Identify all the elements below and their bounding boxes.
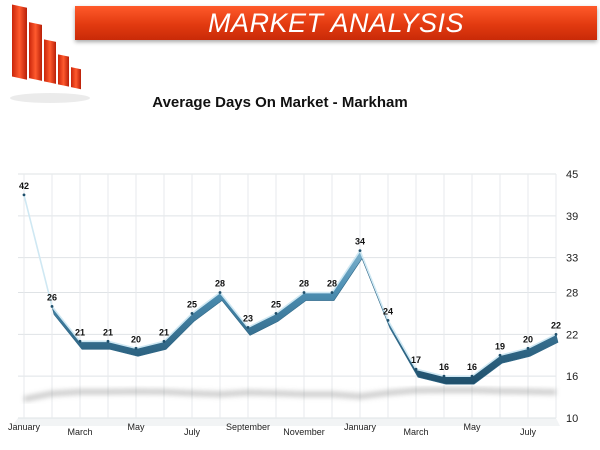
data-label: 21 xyxy=(159,327,169,337)
data-label: 20 xyxy=(131,334,141,344)
data-point xyxy=(274,312,278,315)
data-point xyxy=(162,339,166,343)
y-tick-label: 33 xyxy=(566,253,578,265)
data-label: 26 xyxy=(47,292,57,302)
y-tick-label: 22 xyxy=(566,329,578,341)
data-point xyxy=(470,374,474,378)
chart-floor xyxy=(12,418,560,426)
data-label: 20 xyxy=(523,334,533,344)
data-point xyxy=(190,312,194,315)
x-tick-label: July xyxy=(520,427,537,437)
y-tick-label: 45 xyxy=(566,169,578,181)
x-tick-label: November xyxy=(283,427,325,437)
data-label: 22 xyxy=(551,320,561,330)
series-shadow xyxy=(23,387,557,403)
data-point xyxy=(358,249,362,253)
data-point xyxy=(22,193,26,197)
data-point xyxy=(50,305,54,308)
line-chart: 10 16 22 28 33 39 45 January March May July Septemb… xyxy=(8,169,578,437)
data-point xyxy=(134,346,138,350)
data-point xyxy=(526,346,530,350)
data-point xyxy=(218,291,222,294)
x-tick-label: March xyxy=(67,427,92,437)
x-tick-label: May xyxy=(463,422,481,432)
x-tick-label: March xyxy=(403,427,428,437)
data-point xyxy=(78,339,82,343)
data-label: 24 xyxy=(383,306,393,316)
data-label: 16 xyxy=(439,362,449,372)
data-label: 21 xyxy=(75,327,85,337)
data-label: 23 xyxy=(243,313,253,323)
data-point xyxy=(330,291,334,294)
data-point xyxy=(442,374,446,378)
data-point xyxy=(498,353,502,357)
data-label: 19 xyxy=(495,341,505,351)
header-banner: MARKET ANALYSIS xyxy=(75,6,597,40)
data-point xyxy=(246,325,250,329)
x-tick-label: January xyxy=(8,422,41,432)
data-label: 25 xyxy=(187,299,197,309)
data-point xyxy=(302,291,306,294)
x-tick-label: May xyxy=(127,422,145,432)
bar-chart-logo-icon xyxy=(10,4,90,103)
data-label: 28 xyxy=(327,279,337,289)
y-tick-label: 10 xyxy=(566,413,578,425)
data-label: 42 xyxy=(19,181,29,191)
x-tick-label: September xyxy=(226,422,270,432)
page-title: MARKET ANALYSIS xyxy=(207,8,465,38)
x-tick-label: January xyxy=(344,422,377,432)
y-tick-label: 16 xyxy=(566,371,578,383)
data-label: 34 xyxy=(355,237,365,247)
y-tick-label: 39 xyxy=(566,211,578,223)
series-line xyxy=(23,194,557,377)
series-ribbon xyxy=(23,194,559,385)
data-label: 25 xyxy=(271,299,281,309)
data-label: 28 xyxy=(215,279,225,289)
data-label: 28 xyxy=(299,279,309,289)
data-point xyxy=(386,319,390,322)
data-point xyxy=(554,332,558,336)
y-tick-label: 28 xyxy=(566,288,578,300)
data-point xyxy=(414,367,418,371)
data-label: 17 xyxy=(411,355,421,365)
data-label: 21 xyxy=(103,327,113,337)
data-label: 16 xyxy=(467,362,477,372)
data-point xyxy=(106,339,110,343)
x-tick-label: July xyxy=(184,427,201,437)
chart-title: Average Days On Market - Markham xyxy=(152,94,408,111)
